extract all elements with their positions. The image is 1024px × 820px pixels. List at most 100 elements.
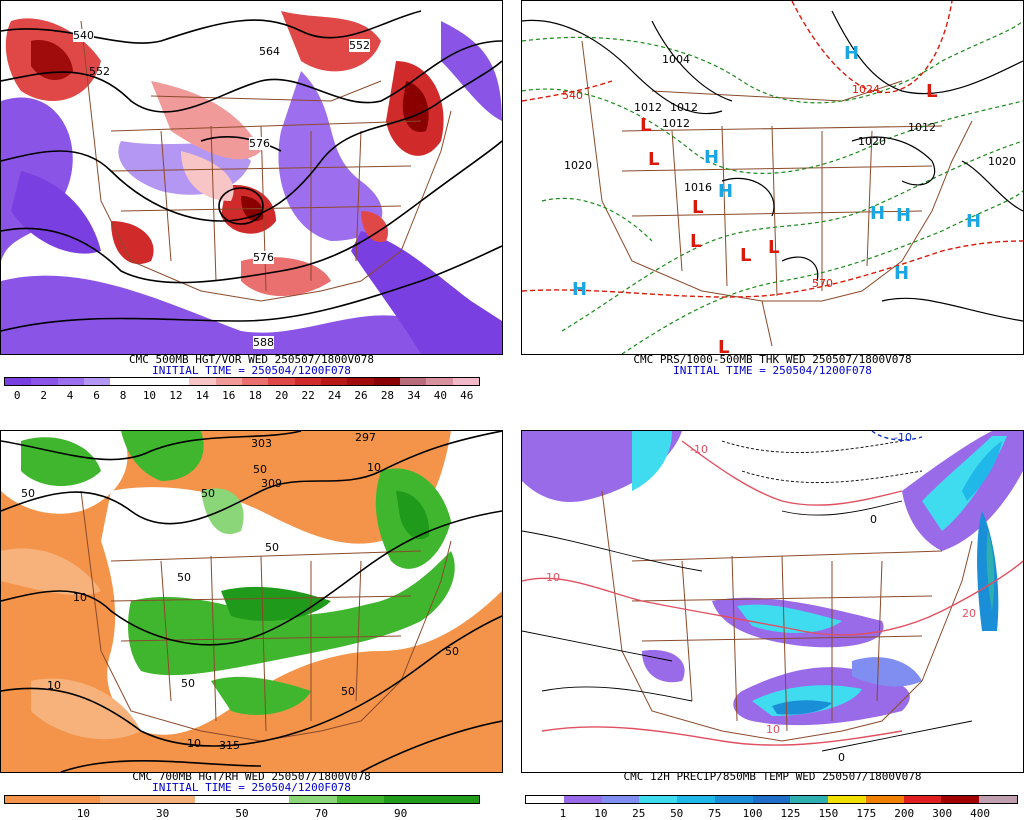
contour-label: 50 bbox=[265, 541, 279, 554]
temperature-label: 10 bbox=[546, 571, 560, 584]
isobar-label: 1012 bbox=[634, 101, 662, 114]
rh-color-scale bbox=[4, 795, 480, 804]
scale-swatch bbox=[136, 378, 163, 385]
scale-label: 175 bbox=[856, 807, 877, 820]
scale-label: 90 bbox=[394, 807, 408, 820]
high-pressure-marker: H bbox=[870, 203, 886, 224]
scale-swatch bbox=[526, 796, 564, 803]
isobar-label: 1020 bbox=[988, 155, 1016, 168]
high-pressure-marker: H bbox=[718, 181, 734, 202]
scale-label: 300 bbox=[932, 807, 953, 820]
high-pressure-marker: H bbox=[896, 205, 912, 226]
scale-label: 50 bbox=[670, 807, 684, 820]
caption-initial-time: INITIAL TIME = 250504/1200F078 bbox=[673, 364, 872, 377]
contour-label: 540 bbox=[73, 29, 94, 42]
contour-label: 10 bbox=[187, 737, 201, 750]
scale-label: 26 bbox=[354, 389, 368, 402]
rh-map: 297 303 309 50 50 10 10 50 10 50 315 50 … bbox=[0, 430, 503, 773]
scale-swatch bbox=[320, 378, 348, 385]
rh-map-graphic bbox=[1, 431, 502, 772]
scale-label: 14 bbox=[195, 389, 209, 402]
contour-label: 297 bbox=[355, 431, 376, 444]
contour-label: 303 bbox=[251, 437, 272, 450]
contour-label: 50 bbox=[181, 677, 195, 690]
temperature-label: -10 bbox=[690, 443, 708, 456]
scale-label: 125 bbox=[780, 807, 801, 820]
high-pressure-marker: H bbox=[894, 263, 910, 284]
contour-label: 10 bbox=[47, 679, 61, 692]
isobar-label: 1004 bbox=[662, 53, 690, 66]
precip-color-scale bbox=[525, 795, 1018, 804]
vorticity-color-scale bbox=[4, 377, 480, 386]
scale-swatch bbox=[57, 378, 84, 385]
scale-swatch bbox=[373, 378, 400, 385]
caption-initial-time: INITIAL TIME = 250504/1200F078 bbox=[152, 781, 351, 794]
vorticity-scale-labels: 0 2 4 6 8 10 12 14 16 18 20 22 24 26 28 34 40 46 bbox=[4, 389, 480, 402]
scale-label: 10 bbox=[594, 807, 608, 820]
scale-swatch bbox=[714, 796, 753, 803]
scale-swatch bbox=[162, 378, 190, 385]
contour-label: 10 bbox=[367, 461, 381, 474]
pressure-map-graphic bbox=[522, 1, 1023, 354]
low-pressure-marker: L bbox=[640, 115, 652, 136]
scale-label: 8 bbox=[119, 389, 127, 402]
low-pressure-marker: L bbox=[768, 237, 780, 258]
scale-swatch bbox=[828, 796, 866, 803]
scale-label: 75 bbox=[707, 807, 722, 820]
scale-swatch bbox=[52, 796, 100, 803]
scale-swatch bbox=[752, 796, 791, 803]
low-pressure-marker: L bbox=[718, 337, 730, 355]
scale-label: 150 bbox=[818, 807, 839, 820]
scale-swatch bbox=[452, 378, 479, 385]
scale-label: 30 bbox=[156, 807, 170, 820]
isobar-label: 1020 bbox=[858, 135, 886, 148]
caption-title: CMC 700MB HGT/RH WED 250507/1800V078 bbox=[132, 770, 371, 783]
contour-label: 315 bbox=[219, 739, 240, 752]
scale-label: 10 bbox=[76, 807, 90, 820]
panel-500mb-vorticity: 540 552 564 552 576 576 588 CMC 500MB HG… bbox=[0, 0, 503, 402]
vorticity-map: 540 552 564 552 576 576 588 bbox=[0, 0, 503, 355]
contour-label: 50 bbox=[21, 487, 35, 500]
isobar-label: 1024 bbox=[852, 83, 880, 96]
scale-label: 34 bbox=[407, 389, 421, 402]
contour-label: 564 bbox=[259, 45, 280, 58]
scale-label: 28 bbox=[380, 389, 395, 402]
scale-label: 10 bbox=[142, 389, 157, 402]
scale-label: 20 bbox=[275, 389, 289, 402]
scale-swatch bbox=[242, 796, 290, 803]
precip-map: -10 -10 0 0 10 20 10 bbox=[521, 430, 1024, 773]
temperature-label: 0 bbox=[870, 513, 877, 526]
contour-label: 576 bbox=[249, 137, 270, 150]
caption-title: CMC 12H PRECIP/850MB TEMP WED 250507/180… bbox=[623, 770, 922, 783]
scale-label: 50 bbox=[235, 807, 249, 820]
temperature-label: 20 bbox=[962, 607, 976, 620]
scale-swatch bbox=[979, 796, 1017, 803]
scale-label: 12 bbox=[169, 389, 183, 402]
scale-swatch bbox=[110, 378, 137, 385]
scale-swatch bbox=[639, 796, 678, 803]
low-pressure-marker: L bbox=[692, 197, 704, 218]
contour-label: 552 bbox=[89, 65, 110, 78]
scale-swatch bbox=[347, 378, 374, 385]
contour-label: 50 bbox=[253, 463, 267, 476]
caption-initial-time: INITIAL TIME = 250504/1200F078 bbox=[152, 364, 351, 377]
scale-swatch bbox=[99, 796, 148, 803]
scale-swatch bbox=[865, 796, 904, 803]
scale-swatch bbox=[903, 796, 942, 803]
scale-label: 200 bbox=[894, 807, 915, 820]
scale-label: 16 bbox=[222, 389, 236, 402]
scale-label: 25 bbox=[632, 807, 646, 820]
rh-scale-labels: 10 30 50 70 90 bbox=[4, 807, 480, 820]
scale-label: 100 bbox=[742, 807, 763, 820]
high-pressure-marker: H bbox=[966, 211, 982, 232]
isobar-label: 1012 bbox=[908, 121, 936, 134]
contour-label: 50 bbox=[341, 685, 355, 698]
precip-map-graphic bbox=[522, 431, 1023, 772]
scale-swatch bbox=[399, 378, 427, 385]
scale-swatch bbox=[189, 378, 216, 385]
panel-precip-850mb-temp: -10 -10 0 0 10 20 10 CMC 12H PRECIP/850M… bbox=[521, 430, 1024, 820]
isobar-label: 1012 bbox=[662, 117, 690, 130]
contour-label: 50 bbox=[177, 571, 191, 584]
scale-label: 0 bbox=[13, 389, 21, 402]
scale-label: 4 bbox=[66, 389, 74, 402]
